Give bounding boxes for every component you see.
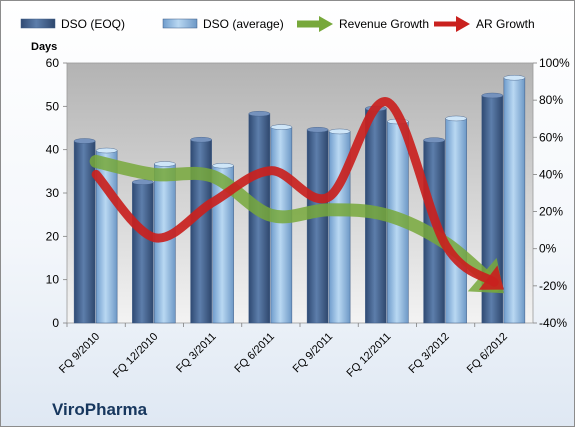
bar-top	[95, 147, 118, 154]
y2-tick-label: 80%	[539, 93, 563, 107]
bar-top	[190, 136, 212, 143]
bar-dso-average	[445, 118, 467, 324]
bar-dso-average	[503, 77, 526, 324]
y2-tick-label: 60%	[539, 130, 563, 144]
legend-label: AR Growth	[476, 17, 535, 31]
bar-top	[481, 92, 504, 99]
bar-top	[423, 137, 445, 143]
y-tick-label: 0	[52, 316, 59, 330]
y-tick-label: 60	[46, 56, 60, 70]
x-tick-label: FQ 3/2012	[407, 331, 452, 376]
legend-label: DSO (average)	[203, 17, 284, 31]
bar-top	[270, 124, 293, 130]
y-tick-label: 30	[46, 186, 60, 200]
x-tick-label: FQ 12/2011	[345, 331, 394, 380]
y-tick-label: 10	[46, 273, 60, 287]
legend: DSO (EOQ) DSO (average) Revenue Growth AR G…	[20, 16, 535, 32]
y2-tick-label: 20%	[539, 205, 563, 219]
ar-growth-arrowhead	[478, 265, 504, 290]
y-tick-label: 50	[46, 99, 60, 113]
bar-top	[154, 161, 176, 167]
bar-top	[212, 162, 234, 169]
x-tick-label: FQ 6/2011	[232, 331, 277, 376]
x-tick-label: FQ 9/2010	[57, 331, 102, 376]
company-label: ViroPharma	[52, 400, 148, 419]
legend-swatch-arrow	[456, 16, 470, 32]
bar-dso-average	[154, 163, 176, 324]
legend-swatch-arrow	[319, 16, 333, 32]
bar-dso-eoq	[132, 181, 154, 324]
y2-tick-label: 40%	[539, 167, 563, 181]
y2-tick-label: 0%	[539, 242, 557, 256]
y-tick-label: 20	[46, 229, 60, 243]
bar-dso-eoq	[306, 129, 329, 324]
bar-dso-eoq	[73, 140, 96, 324]
bar-top	[248, 110, 271, 117]
y2-tick-label: 100%	[539, 56, 570, 70]
bar-top	[73, 138, 96, 144]
x-tick-label: FQ 12/2010	[111, 331, 161, 381]
bar-top	[306, 127, 329, 133]
x-tick-label: FQ 6/2012	[465, 331, 510, 376]
bar-dso-average	[270, 126, 293, 324]
x-tick-label: FQ 9/2011	[291, 331, 336, 376]
legend-label: Revenue Growth	[339, 17, 429, 31]
bar-top	[132, 179, 154, 185]
x-tick-label: FQ 3/2011	[174, 331, 219, 376]
y2-tick-label: -20%	[539, 279, 567, 293]
y-tick-label: 40	[46, 143, 60, 157]
legend-label: DSO (EOQ)	[61, 17, 125, 31]
bars-layer	[73, 75, 526, 324]
ar-growth-line	[91, 97, 499, 287]
bar-top	[328, 128, 351, 135]
legend-swatch-dso-average	[162, 18, 198, 29]
lines-layer	[89, 97, 504, 294]
bar-top	[503, 75, 526, 81]
legend-swatch-dso-eoq	[20, 18, 56, 29]
y2-tick-label: -40%	[539, 316, 567, 330]
y-axis-title: Days	[31, 41, 57, 53]
bar-top	[445, 115, 467, 122]
